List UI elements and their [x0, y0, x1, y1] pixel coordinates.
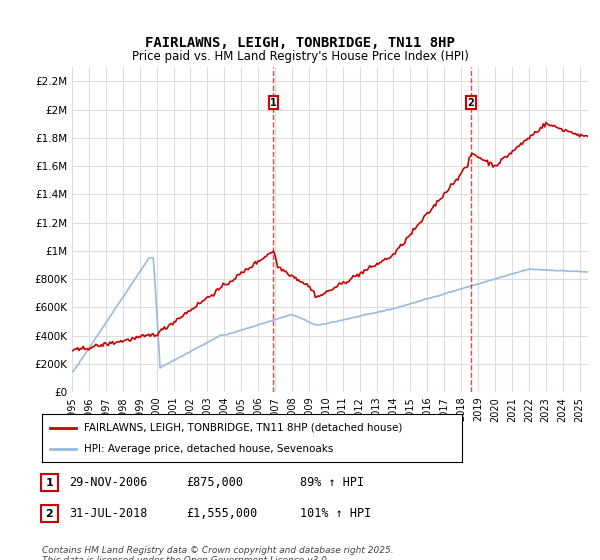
Text: £1,555,000: £1,555,000: [186, 507, 257, 520]
Text: FAIRLAWNS, LEIGH, TONBRIDGE, TN11 8HP (detached house): FAIRLAWNS, LEIGH, TONBRIDGE, TN11 8HP (d…: [84, 423, 403, 433]
Text: 1: 1: [270, 97, 277, 108]
Text: 89% ↑ HPI: 89% ↑ HPI: [300, 476, 364, 489]
Text: 31-JUL-2018: 31-JUL-2018: [69, 507, 148, 520]
Text: Price paid vs. HM Land Registry's House Price Index (HPI): Price paid vs. HM Land Registry's House …: [131, 50, 469, 63]
Text: 2: 2: [467, 97, 475, 108]
Text: 29-NOV-2006: 29-NOV-2006: [69, 476, 148, 489]
Text: 2: 2: [46, 508, 53, 519]
Text: 1: 1: [46, 478, 53, 488]
Text: £875,000: £875,000: [186, 476, 243, 489]
Text: FAIRLAWNS, LEIGH, TONBRIDGE, TN11 8HP: FAIRLAWNS, LEIGH, TONBRIDGE, TN11 8HP: [145, 36, 455, 50]
Text: 101% ↑ HPI: 101% ↑ HPI: [300, 507, 371, 520]
Text: HPI: Average price, detached house, Sevenoaks: HPI: Average price, detached house, Seve…: [84, 444, 334, 454]
Text: Contains HM Land Registry data © Crown copyright and database right 2025.
This d: Contains HM Land Registry data © Crown c…: [42, 546, 394, 560]
